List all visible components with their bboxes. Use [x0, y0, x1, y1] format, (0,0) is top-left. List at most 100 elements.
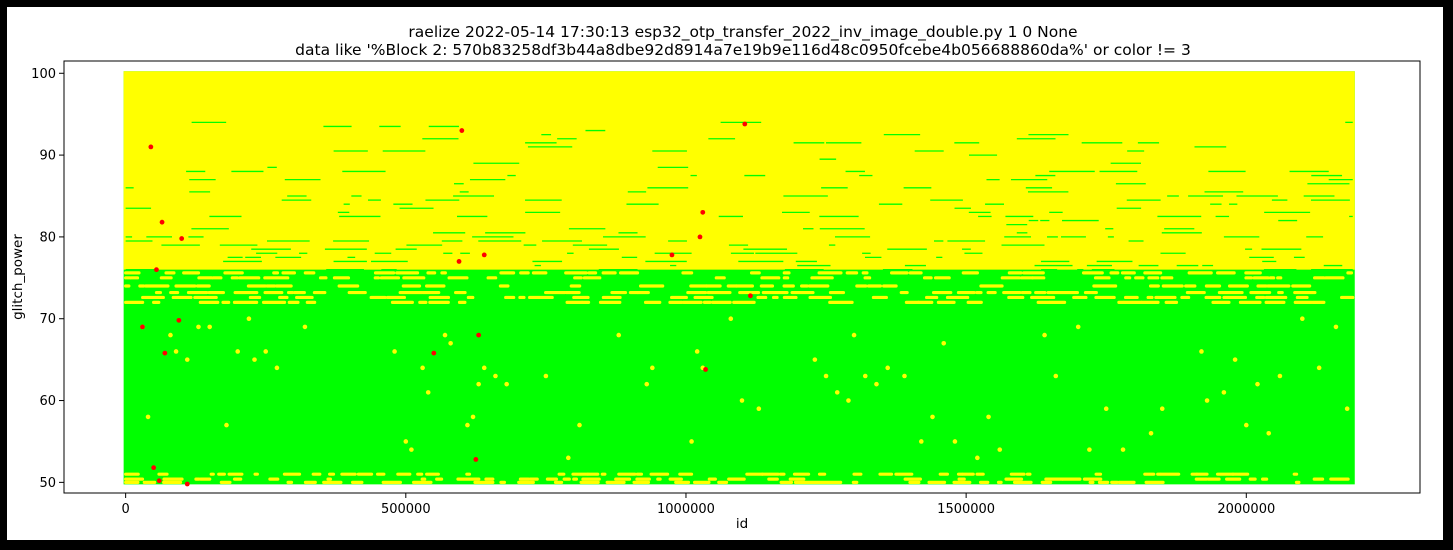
y-axis: 50 60 70 80 90 100 [31, 67, 64, 491]
yellow-point [442, 332, 448, 338]
yellow-point [1103, 406, 1109, 412]
yellow-point [504, 381, 509, 387]
yellow-point [481, 365, 487, 371]
yellow-point [420, 365, 425, 371]
red-point [151, 465, 157, 471]
yellow-point [1053, 373, 1059, 379]
chart-subtitle: data like '%Block 2: 570b83258df3b44a8db… [295, 41, 1191, 59]
red-point [156, 478, 162, 484]
yellow-point [448, 340, 453, 346]
red-point [697, 234, 703, 240]
y-tick-label: 90 [39, 149, 56, 164]
red-point [742, 121, 748, 127]
yellow-point [1333, 324, 1339, 330]
yellow-point [252, 357, 257, 362]
y-tick-label: 50 [39, 476, 56, 491]
yellow-point [616, 332, 622, 338]
yellow-point [207, 324, 212, 330]
x-tick-label: 0 [121, 502, 129, 517]
yellow-point [1255, 381, 1260, 387]
yellow-point [941, 340, 947, 346]
red-point [748, 293, 753, 299]
yellow-point [577, 422, 582, 428]
red-point [431, 350, 437, 356]
yellow-point [952, 439, 958, 444]
yellow-point [756, 406, 762, 412]
red-point [476, 332, 482, 338]
yellow-point [1232, 357, 1238, 362]
red-point [184, 481, 190, 487]
yellow-point [184, 357, 190, 362]
yellow-point [885, 365, 890, 371]
yellow-point [834, 390, 840, 395]
yellow-point [997, 447, 1003, 452]
red-point [473, 457, 479, 462]
yellow-point [465, 422, 470, 428]
yellow-point [470, 414, 476, 420]
yellow-point [224, 422, 229, 428]
yellow-point [302, 324, 308, 330]
red-point [459, 128, 465, 133]
yellow-point [1087, 447, 1092, 452]
yellow-point [975, 455, 980, 461]
scatter-chart: raelize 2022-05-14 17:30:13 esp32_otp_tr… [10, 23, 1421, 532]
x-tick-label: 2000000 [1217, 502, 1275, 517]
chart-frame: raelize 2022-05-14 17:30:13 esp32_otp_tr… [7, 7, 1443, 540]
yellow-point [902, 373, 907, 379]
red-point [703, 367, 708, 372]
yellow-point [565, 455, 571, 461]
red-point [140, 324, 145, 330]
yellow-point [196, 324, 201, 330]
yellow-point [493, 373, 498, 379]
yellow-point [392, 349, 397, 354]
yellow-point [274, 365, 280, 371]
x-tick-label: 1000000 [657, 502, 715, 517]
yellow-point [1075, 324, 1081, 330]
y-tick-label: 80 [39, 230, 56, 245]
yellow-point [694, 349, 700, 354]
yellow-point [1266, 430, 1272, 436]
yellow-point [173, 349, 179, 354]
yellow-point [1277, 373, 1283, 379]
yellow-point [851, 332, 857, 338]
red-point [162, 350, 168, 356]
red-point [154, 267, 159, 273]
y-axis-label: glitch_power [10, 234, 26, 320]
yellow-point [874, 381, 879, 387]
yellow-point [1159, 406, 1165, 412]
plot-area-border [63, 60, 1421, 494]
yellow-point [823, 373, 829, 379]
yellow-point [409, 447, 414, 452]
x-tick-label: 500000 [381, 502, 431, 517]
yellow-point [644, 381, 650, 387]
yellow-point [1199, 349, 1204, 354]
yellow-point [1300, 316, 1305, 322]
red-point [176, 317, 182, 323]
y-tick-label: 70 [39, 312, 56, 327]
yellow-point [1316, 365, 1322, 371]
yellow-point [1148, 430, 1154, 436]
x-tick-label: 1500000 [937, 502, 995, 517]
yellow-point [543, 373, 549, 379]
yellow-point [263, 349, 269, 354]
yellow-point [1243, 422, 1249, 428]
yellow-point [930, 414, 935, 420]
red-point [456, 259, 462, 264]
yellow-point [728, 316, 734, 322]
chart-title: raelize 2022-05-14 17:30:13 esp32_otp_tr… [408, 23, 1077, 42]
yellow-point [846, 398, 851, 403]
yellow-point [1120, 447, 1126, 452]
yellow-point [862, 373, 868, 379]
yellow-point [812, 357, 818, 362]
yellow-point [403, 439, 409, 444]
yellow-point [425, 390, 431, 395]
yellow-point [650, 365, 655, 371]
red-point [669, 252, 675, 258]
yellow-point [168, 332, 173, 338]
y-tick-label: 60 [39, 394, 56, 409]
x-axis-label: id [736, 516, 748, 532]
plot-content [123, 71, 1355, 487]
x-axis: 0 500000 1000000 1500000 2000000 [121, 493, 1275, 517]
red-point [159, 219, 165, 225]
yellow-point [739, 398, 745, 403]
